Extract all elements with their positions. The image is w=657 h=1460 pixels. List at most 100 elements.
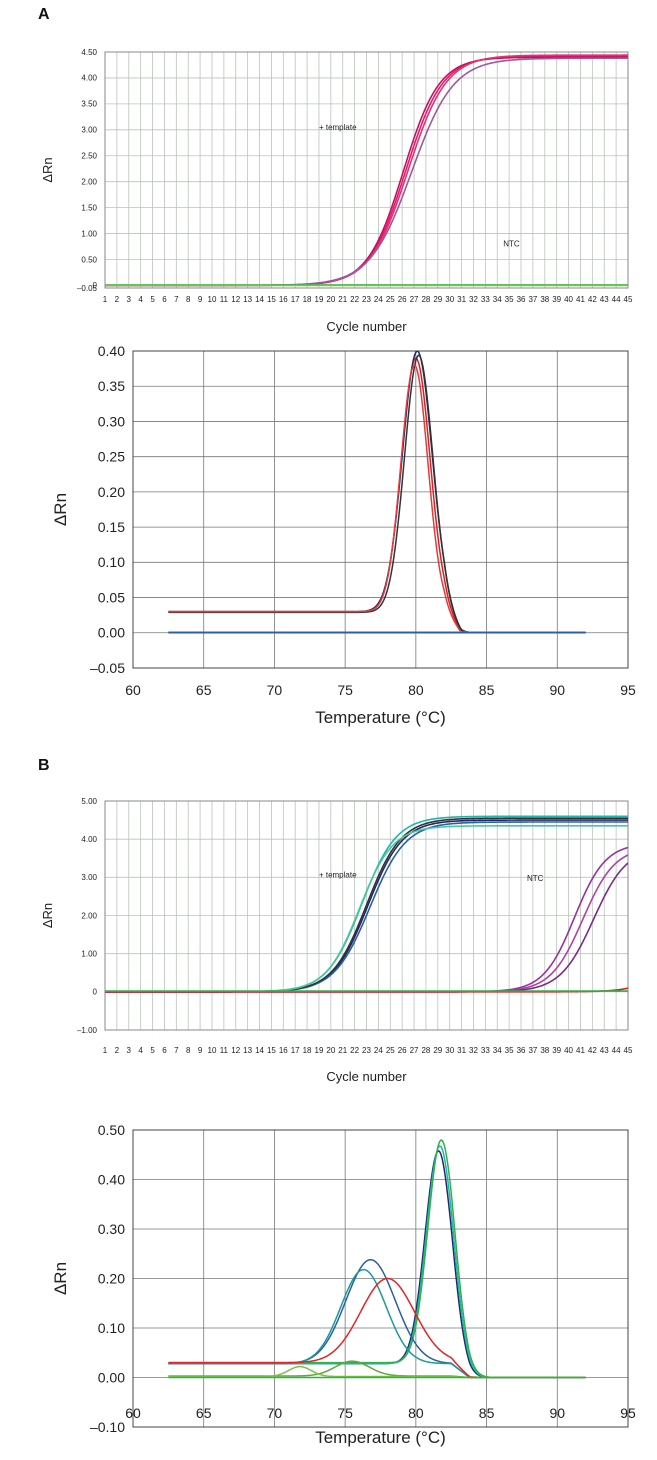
y-tick-label: 0.20 [98,1270,125,1286]
x-tick-label: 18 [303,1046,312,1055]
y-tick-label: 2.00 [81,177,97,186]
y-tick-label: –0.05 [90,660,125,676]
plot-frame [132,1129,629,1428]
series-group [168,1139,586,1379]
x-tick-label: 12 [231,295,240,304]
y-tick-label: 4.50 [81,48,97,57]
x-axis-label: Temperature (°C) [315,708,446,727]
x-tick-label: 31 [457,1046,466,1055]
x-tick-label: 23 [362,1046,371,1055]
y-axis-label: ΔRn [51,493,70,526]
x-tick-label: 6 [162,295,167,304]
x-tick-label: 29 [433,295,442,304]
series-group [105,815,628,993]
plot-frame [104,800,629,1031]
x-axis-label: Temperature (°C) [315,1428,446,1447]
y-tick-label: 3.00 [81,126,97,135]
y-tick-label: 4.00 [81,835,97,844]
x-tick-label: 14 [255,295,264,304]
y-axis-label: ΔRn [40,903,55,928]
x-tick-label: 43 [600,295,609,304]
y-axis-label: ΔRn [51,1262,70,1295]
x-tick-label: 42 [588,1046,597,1055]
series-group [168,351,586,634]
x-tick-label: 38 [540,1046,549,1055]
x-tick-label: 16 [279,1046,288,1055]
plot-frame [132,350,629,669]
chart-a-amplification: 1 2 3 4 5 6 7 8 9 10 11 12 13 14 15 16 17 18 19 20 21 22 23 24 2… [40,48,633,334]
y-tick-label: 0.40 [98,1171,125,1187]
y-tick-label: 0.10 [98,1320,125,1336]
x-tick-label: 36 [517,295,526,304]
x-tick-label: 25 [386,295,395,304]
x-tick-label: 21 [338,295,347,304]
x-tick-label: 85 [479,682,495,698]
x-tick-label: 9 [198,295,203,304]
y-tick-label: –1.00 [77,1026,98,1035]
x-tick-label: 32 [469,1046,478,1055]
x-tick-label: 28 [421,295,430,304]
x-tick-label: 80 [408,682,424,698]
x-tick-label: 65 [196,1405,212,1421]
x-tick-label: 26 [398,1046,407,1055]
x-tick-label: 24 [374,295,383,304]
x-tick-label: 34 [493,295,502,304]
x-tick-label: 90 [549,682,565,698]
x-tick-label: 23 [362,295,371,304]
x-tick-label: 15 [267,295,276,304]
x-tick-label: 5 [150,295,155,304]
x-tick-label: 7 [174,1046,179,1055]
chart-annotation: + template [319,870,357,879]
x-tick-label: 90 [549,1405,565,1421]
x-tick-label: 1 [103,295,108,304]
series-line-1 [168,1145,586,1379]
series-line-3 [168,364,586,634]
x-tick-label: 75 [337,1405,353,1421]
y-tick-label: 3.00 [81,873,97,882]
y-tick-label: 0.50 [81,255,97,264]
x-tick-label: 26 [398,295,407,304]
x-tick-label: 40 [564,1046,573,1055]
x-axis-label: Cycle number [326,1069,407,1084]
y-tick-label: –0.05 [77,284,98,293]
x-tick-label: 39 [552,295,561,304]
y-tick-label: 0 [93,988,98,997]
x-tick-label: 4 [138,1046,143,1055]
x-tick-label: 13 [243,1046,252,1055]
x-tick-label: 21 [338,1046,347,1055]
x-tick-label: 11 [220,1046,229,1055]
x-tick-label: 60 [125,1405,141,1421]
y-tick-label: 2.50 [81,152,97,161]
series-line-0 [168,357,586,634]
series-line-2 [168,354,586,634]
x-tick-label: 18 [303,295,312,304]
y-tick-label: 0.25 [98,449,125,465]
x-tick-label: 31 [457,295,466,304]
chart-a-melt: 60 65 70 75 80 85 90 95 –0.05 0.00 0.05 0.10 0.15 0.2… [51,345,636,727]
x-tick-label: 35 [505,295,514,304]
x-tick-label: 37 [528,1046,537,1055]
x-tick-label: 15 [267,1046,276,1055]
x-tick-label: 45 [624,1046,633,1055]
y-tick-label: 0.00 [98,625,125,641]
x-axis-label: Cycle number [326,319,407,334]
x-tick-label: 7 [174,295,179,304]
x-tick-label: 70 [267,1405,283,1421]
x-tick-label: 95 [620,682,636,698]
x-tick-label: 32 [469,295,478,304]
x-tick-label: 42 [588,295,597,304]
x-tick-label: 30 [445,1046,454,1055]
y-tick-label: 0.05 [98,589,125,605]
x-tick-label: 70 [267,682,283,698]
x-tick-label: 9 [198,1046,203,1055]
grid [104,51,629,289]
x-tick-label: 33 [481,295,490,304]
x-tick-label: 16 [279,295,288,304]
x-tick-label: 45 [624,295,633,304]
y-tick-label: 0.15 [98,519,125,535]
x-tick-label: 22 [350,295,359,304]
x-tick-label: 35 [505,1046,514,1055]
x-tick-label: 80 [408,1405,424,1421]
x-tick-label: 38 [540,295,549,304]
x-tick-label: 22 [350,1046,359,1055]
